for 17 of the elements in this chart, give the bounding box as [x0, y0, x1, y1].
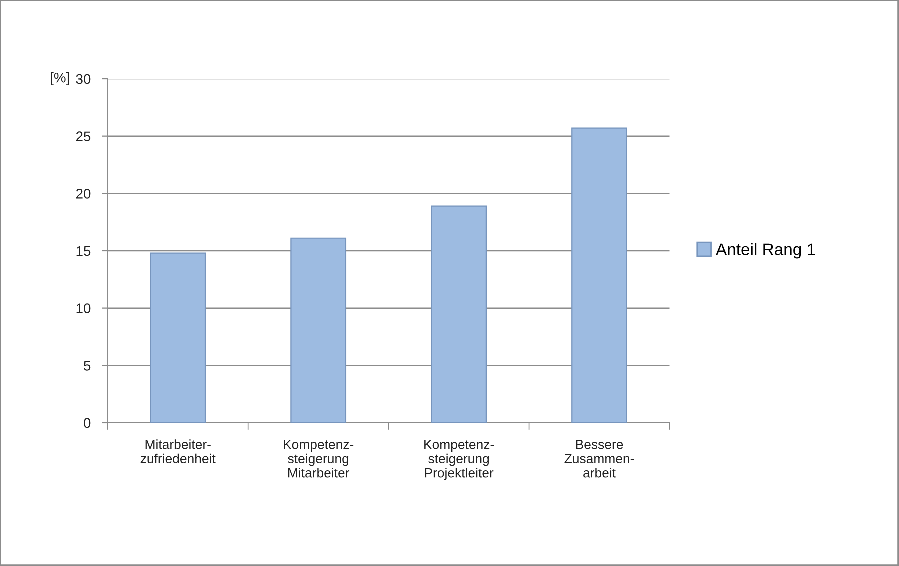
y-tick-label: 10: [76, 304, 91, 314]
x-tick-label: Kompetenz- steigerung Projektleiter: [424, 440, 494, 480]
y-tick-label: 20: [76, 189, 91, 199]
y-tick-label: 15: [76, 246, 91, 256]
bar: [290, 238, 347, 423]
bar: [572, 128, 628, 423]
x-tick-label: Kompetenz- steigerung Mitarbeiter: [284, 440, 354, 478]
y-tick-label: 5: [84, 361, 91, 371]
y-tick-label: 30: [76, 74, 91, 84]
y-tick-label: 0: [84, 418, 91, 428]
bar: [150, 252, 206, 423]
x-tick-label: Bessere Zusammen- arbeit: [564, 440, 634, 478]
x-tick-label: Mitarbeiter- zufriedenheit: [140, 440, 216, 464]
y-tick-label: 25: [76, 132, 91, 142]
bar: [431, 206, 487, 423]
y-axis-title: [%]: [51, 72, 70, 86]
legend-label: Anteil Rang 1: [716, 243, 816, 259]
